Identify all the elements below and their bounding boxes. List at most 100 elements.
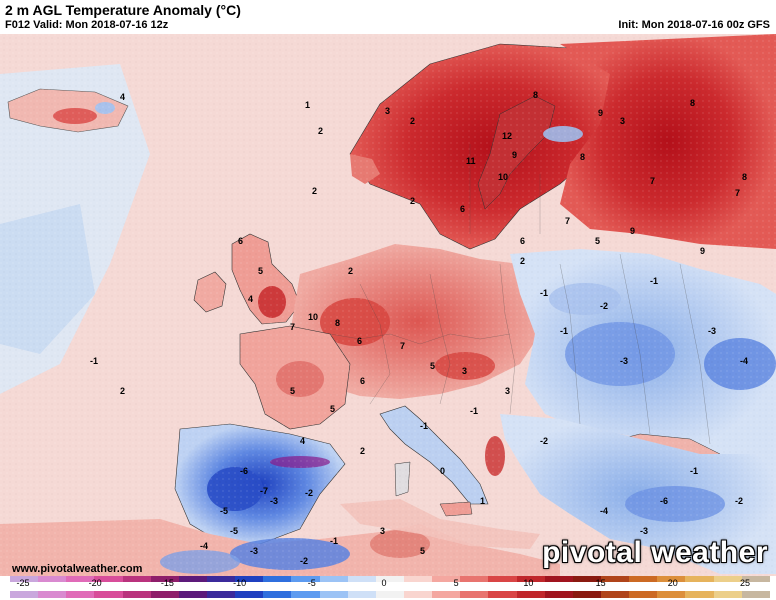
anomaly-value-label: 3 [380,526,385,536]
colorbar-swatch [150,591,179,598]
colorbar-swatch [122,576,151,582]
colorbar-swatch [122,591,151,598]
colorbar-swatch [657,591,686,598]
colorbar-tick-label: 15 [595,578,606,588]
colorbar-swatch [347,576,376,582]
colorbar-tick-label: 0 [381,578,387,588]
anomaly-value-label: -1 [540,288,548,298]
colorbar-swatch [657,576,686,582]
anomaly-value-label: -1 [690,466,698,476]
anomaly-value-label: -4 [200,541,208,551]
colorbar-swatch [206,576,236,582]
anomaly-value-label: 2 [312,186,317,196]
anomaly-value-label: 2 [348,266,353,276]
colorbar-strip [10,576,770,582]
colorbar-swatch [685,576,714,582]
anomaly-value-label: -1 [650,276,658,286]
colorbar-swatch [488,576,517,582]
anomaly-value-label: 0 [440,466,445,476]
map-graphic [0,34,776,576]
anomaly-value-label: 7 [290,322,295,332]
colorbar-swatch [460,591,489,598]
colorbar-swatch [178,591,207,598]
anomaly-value-label: 3 [385,106,390,116]
anomaly-value-label: -2 [735,496,743,506]
anomaly-value-label: 10 [498,172,508,182]
anomaly-value-label: -1 [560,326,568,336]
colorbar-swatch [347,591,376,598]
colorbar-swatch [713,591,742,598]
anomaly-value-label: 2 [318,126,323,136]
colorbar-swatch [291,591,320,598]
anomaly-value-label: 12 [502,131,512,141]
colorbar-swatch [235,591,264,598]
colorbar-swatch [516,591,545,598]
anomaly-value-label: 2 [360,446,365,456]
anomaly-value-label: 8 [742,172,747,182]
site-url[interactable]: www.pivotalweather.com [12,563,143,575]
temperature-anomaly-map[interactable]: 2 1 4 3 2 8 9 3 8 12 11 10 9 8 7 7 6 6 9 9 8 7 5 2 2 2 6 5 4 7 10 8 6 7 5 3… [0,34,776,576]
brand-watermark: pivotal weather [542,536,768,570]
colorbar-swatch [741,576,770,582]
anomaly-value-label: -3 [640,526,648,536]
anomaly-value-label: 8 [580,152,585,162]
colorbar-swatch [94,576,123,582]
anomaly-value-label: 7 [565,216,570,226]
anomaly-value-label: -4 [600,506,608,516]
anomaly-value-label: 10 [308,312,318,322]
colorbar-swatch [10,576,39,582]
anomaly-value-label: 5 [258,266,263,276]
anomaly-value-label: -1 [420,421,428,431]
colorbar-swatch [516,576,545,582]
colorbar-tick-label: -25 [16,578,30,588]
anomaly-value-label: -3 [708,326,716,336]
colorbar-swatch [629,576,658,582]
colorbar-swatch [319,591,348,598]
colorbar-swatch [544,591,573,598]
anomaly-value-label: 5 [420,546,425,556]
colorbar-swatch [38,576,67,582]
colorbar-strip-lower [10,591,770,598]
init-time: Init: Mon 2018-07-16 00z GFS [618,19,770,31]
colorbar-tick-label: 10 [523,578,534,588]
colorbar-swatch [572,591,601,598]
anomaly-value-label: -2 [540,436,548,446]
colorbar-swatch [572,576,601,582]
anomaly-value-label: 8 [335,318,340,328]
colorbar-swatch [600,576,630,582]
anomaly-value-label: 3 [505,386,510,396]
brand-text: pivotal weather [542,536,768,569]
colorbar-tick-label: -5 [307,578,316,588]
colorbar-ticks: -25 -20 -15 -10 -5 0 5 10 15 20 25 [10,578,770,590]
colorbar-swatch [235,576,264,582]
anomaly-value-label: 6 [238,236,243,246]
anomaly-value-label: -2 [305,488,313,498]
colorbar-swatch [94,591,123,598]
anomaly-value-label: 6 [357,336,362,346]
anomaly-value-label: 8 [533,90,538,100]
colorbar-swatch [432,576,461,582]
colorbar-swatch [375,591,404,598]
colorbar-tick-label: -20 [88,578,102,588]
anomaly-value-label: 7 [650,176,655,186]
anomaly-value-label: -3 [250,546,258,556]
colorbar-swatch [600,591,630,598]
anomaly-value-label: 3 [620,116,625,126]
anomaly-value-label: 2 [520,256,525,266]
colorbar-swatch [66,591,95,598]
anomaly-value-label: 5 [330,404,335,414]
anomaly-value-label: 6 [460,204,465,214]
anomaly-value-label: 5 [430,361,435,371]
anomaly-value-label: -5 [220,506,228,516]
anomaly-value-label: 7 [400,341,405,351]
colorbar-tick-label: 25 [739,578,751,588]
anomaly-value-label: 2 [120,386,125,396]
anomaly-value-label: -1 [330,536,338,546]
colorbar-swatch [685,591,714,598]
colorbar-swatch [403,576,433,582]
colorbar-swatch [263,591,292,598]
map-title: 2 m AGL Temperature Anomaly (°C) [5,2,241,18]
colorbar-swatch [544,576,573,582]
colorbar-swatch [488,591,517,598]
anomaly-value-label: 3 [462,366,467,376]
